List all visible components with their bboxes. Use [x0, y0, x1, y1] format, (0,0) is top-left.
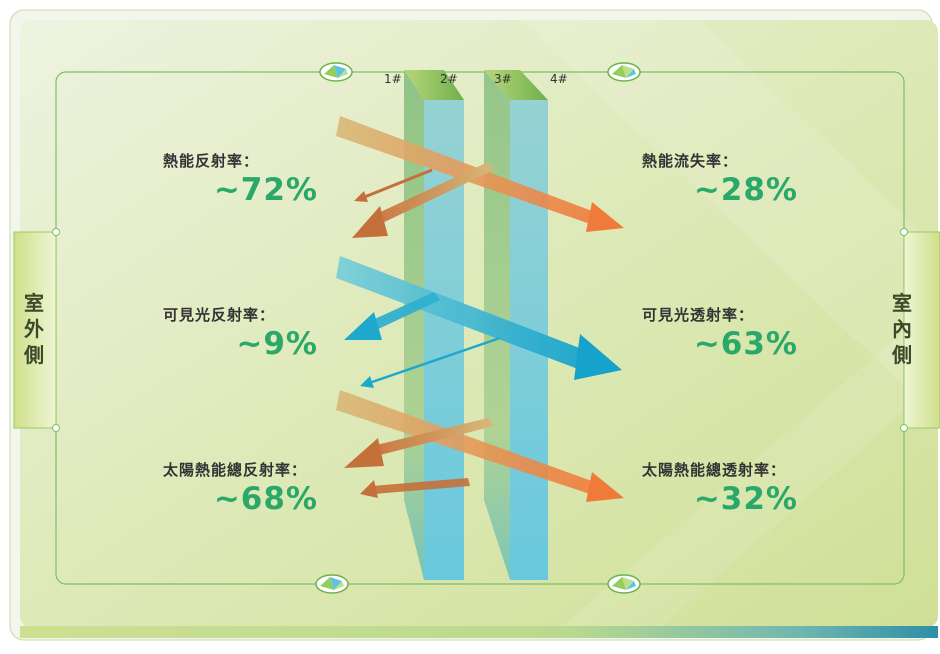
leaf-icon	[315, 574, 349, 594]
solar-transmittance-label: 太陽熱能總透射率：	[642, 461, 787, 479]
solar-reflection-arrow	[344, 418, 494, 498]
leaf-icon	[319, 62, 353, 82]
pane-label-2: 2#	[440, 72, 458, 86]
visible-transmittance-label: 可見光透射率：	[642, 306, 755, 324]
frame-node	[52, 228, 60, 236]
leaf-icon	[607, 574, 641, 594]
heat-reflection-arrow	[352, 162, 494, 238]
visible-transmittance-value: ~63%	[693, 326, 798, 362]
heat-reflectance-value: ~72%	[213, 172, 318, 208]
solar-reflectance-label: 太陽熱能總反射率：	[163, 461, 308, 479]
light-reflection-arrow	[344, 292, 501, 388]
visible-reflectance-value: ~9%	[236, 326, 318, 362]
heat-transmission-arrow	[336, 116, 624, 232]
pane-label-4: 4#	[550, 72, 568, 86]
outdoor-side-label: 室外側	[24, 291, 44, 367]
indoor-side-label: 室內側	[892, 291, 912, 367]
leaf-icon	[607, 62, 641, 82]
light-transmission-arrow	[336, 256, 622, 380]
heat-loss-label: 熱能流失率：	[642, 152, 739, 170]
pane-label-3: 3#	[494, 72, 512, 86]
solar-transmittance-value: ~32%	[693, 481, 798, 517]
frame-node	[900, 228, 908, 236]
solar-transmission-arrow	[336, 390, 624, 502]
light-band	[560, 300, 940, 628]
visible-reflectance-label: 可見光反射率：	[163, 306, 276, 324]
frame-node	[52, 424, 60, 432]
solar-reflectance-value: ~68%	[213, 481, 318, 517]
heat-loss-value: ~28%	[693, 172, 798, 208]
bottom-bar	[20, 626, 938, 638]
light-band	[520, 20, 940, 420]
frame-node	[900, 424, 908, 432]
heat-reflectance-label: 熱能反射率：	[163, 152, 260, 170]
pane-label-1: 1#	[384, 72, 402, 86]
